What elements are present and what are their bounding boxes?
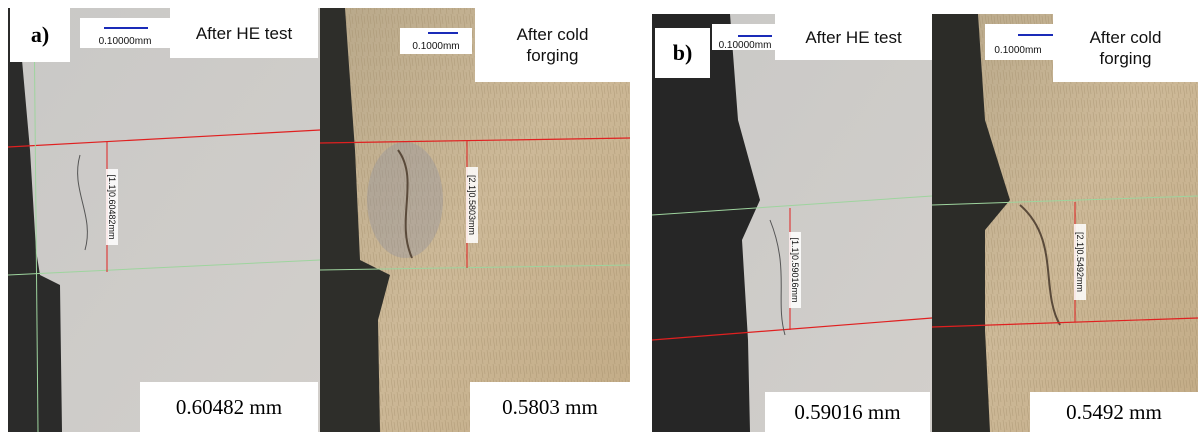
measurement-label: [2.1]0.5492mm — [1075, 232, 1085, 292]
caption: After HE test — [170, 8, 318, 58]
image-a-he — [8, 8, 320, 432]
scale-label: 0.1000mm — [994, 45, 1041, 56]
measurement-label: [1.1]0.60482mm — [107, 174, 117, 239]
measurement-label: [1.1]0.59016mm — [790, 237, 800, 302]
caption: After cold forging — [1053, 14, 1198, 82]
thickness-value: 0.59016 mm — [765, 392, 930, 432]
measurement-label: [2.1]0.5803mm — [467, 175, 477, 235]
thickness-value: 0.60482 mm — [140, 382, 318, 432]
caption: After HE test — [775, 14, 932, 60]
scale-label: 0.10000mm — [99, 36, 152, 47]
thickness-value: 0.5803 mm — [470, 382, 630, 432]
figure: 0.10000mm 0.1000mm 0.10000mm 0.1000mm [1… — [0, 0, 1198, 432]
scale-label: 0.10000mm — [719, 40, 772, 51]
caption: After cold forging — [475, 8, 630, 82]
panel-label: a) — [10, 8, 70, 62]
thickness-value: 0.5492 mm — [1030, 392, 1198, 432]
panel-label: b) — [655, 28, 710, 78]
scale-label: 0.1000mm — [412, 41, 459, 52]
